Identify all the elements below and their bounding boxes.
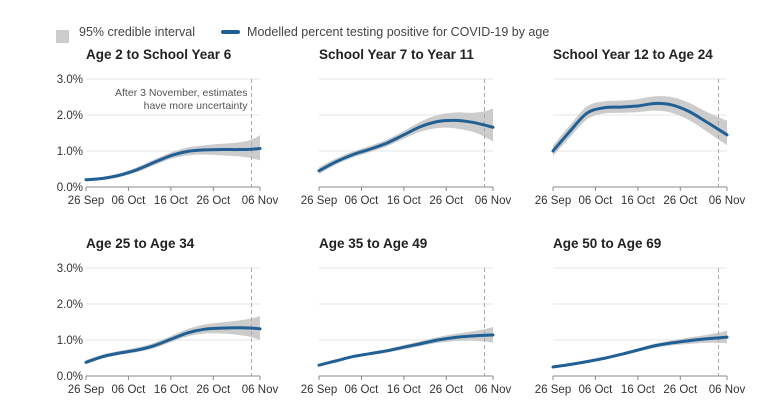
panel-2: School Year 7 to Year 11 26 Sep 06 Oct 16 O…: [301, 47, 512, 207]
x-tick-label: 06 Nov: [242, 384, 279, 396]
x-tick-label: 26 Oct: [663, 384, 698, 396]
x-tick-label: 06 Nov: [709, 384, 746, 396]
legend-credible-interval: 95% credible interval: [56, 22, 195, 43]
legend: 95% credible interval Modelled percent t…: [56, 22, 575, 43]
x-tick-label: 16 Oct: [621, 384, 656, 396]
x-tick-label: 26 Sep: [301, 384, 337, 396]
y-tick-label: 0.0%: [57, 371, 83, 383]
x-tick-label: 06 Oct: [344, 384, 379, 396]
x-tick-label: 06 Nov: [709, 195, 746, 207]
y-tick-label: 3.0%: [57, 74, 83, 86]
legend-ci-label: 95% credible interval: [79, 25, 196, 39]
panel-title: Age 2 to School Year 6: [86, 47, 232, 62]
panel-title: School Year 7 to Year 11: [319, 47, 474, 62]
x-tick-label: 26 Oct: [196, 195, 231, 207]
y-tick-label: 2.0%: [57, 299, 83, 311]
modelled-line: [84, 146, 262, 182]
x-tick-label: 26 Sep: [535, 195, 571, 207]
modelled-line: [551, 101, 729, 153]
x-tick-label: 06 Oct: [111, 384, 146, 396]
y-tick-label: 3.0%: [57, 263, 83, 275]
x-tick-label: 26 Oct: [429, 195, 464, 207]
annotation-text: After 3 November, estimates: [115, 87, 247, 99]
modelled-line: [317, 118, 495, 173]
x-tick-label: 26 Oct: [429, 384, 464, 396]
legend-modelled-line: Modelled percent testing positive for CO…: [221, 25, 549, 39]
x-tick-label: 16 Oct: [154, 384, 189, 396]
x-tick-label: 16 Oct: [387, 195, 422, 207]
x-tick-label: 16 Oct: [387, 384, 422, 396]
x-tick-label: 26 Oct: [196, 384, 231, 396]
x-tick-label: 26 Sep: [535, 384, 571, 396]
x-tick-label: 06 Nov: [475, 384, 512, 396]
x-tick-label: 26 Sep: [301, 195, 337, 207]
x-tick-label: 06 Oct: [578, 195, 613, 207]
x-tick-label: 16 Oct: [621, 195, 656, 207]
panel-title: Age 25 to Age 34: [86, 236, 195, 251]
x-tick-label: 26 Oct: [663, 195, 698, 207]
modelled-line: [84, 326, 262, 364]
panel-title: Age 50 to Age 69: [553, 236, 661, 251]
y-tick-label: 0.0%: [57, 182, 83, 194]
y-tick-label: 2.0%: [57, 110, 83, 122]
y-tick-label: 1.0%: [57, 146, 83, 158]
credible-interval-band: [86, 135, 260, 182]
credible-interval-swatch: [56, 29, 69, 43]
credible-interval-band: [553, 96, 727, 157]
x-tick-label: 26 Sep: [68, 195, 104, 207]
modelled-line-swatch: [221, 30, 241, 34]
panel-6: Age 50 to Age 69 26 Sep 06 Oct 16 Oct 26 Oct…: [535, 236, 746, 396]
panel-3: School Year 12 to Age 24 26 Sep 06 Oct 16 O…: [535, 47, 746, 207]
x-tick-label: 06 Oct: [344, 195, 379, 207]
modelled-line: [317, 333, 495, 367]
modelled-line: [551, 335, 729, 369]
panel-5: Age 35 to Age 49 26 Sep 06 Oct 16 Oct 26 Oct…: [301, 236, 512, 396]
credible-interval-band: [319, 108, 493, 175]
legend-line-label: Modelled percent testing positive for CO…: [247, 25, 550, 39]
panel-4: Age 25 to Age 34 0.0% 1.0% 2.0% 3.0% 26 Sep 06…: [57, 236, 279, 396]
x-tick-label: 06 Oct: [111, 195, 146, 207]
x-tick-label: 26 Sep: [68, 384, 104, 396]
x-tick-label: 06 Nov: [242, 195, 279, 207]
x-tick-label: 16 Oct: [154, 195, 189, 207]
panel-title: Age 35 to Age 49: [319, 236, 427, 251]
panel-1: Age 2 to School Year 6 0.0% 1.0% 2.0% 3.0% 26…: [57, 47, 279, 207]
annotation-text: have more uncertainty: [144, 100, 249, 112]
x-tick-label: 06 Nov: [475, 195, 512, 207]
panel-title: School Year 12 to Age 24: [553, 47, 713, 62]
x-tick-label: 06 Oct: [578, 384, 613, 396]
y-tick-label: 1.0%: [57, 335, 83, 347]
